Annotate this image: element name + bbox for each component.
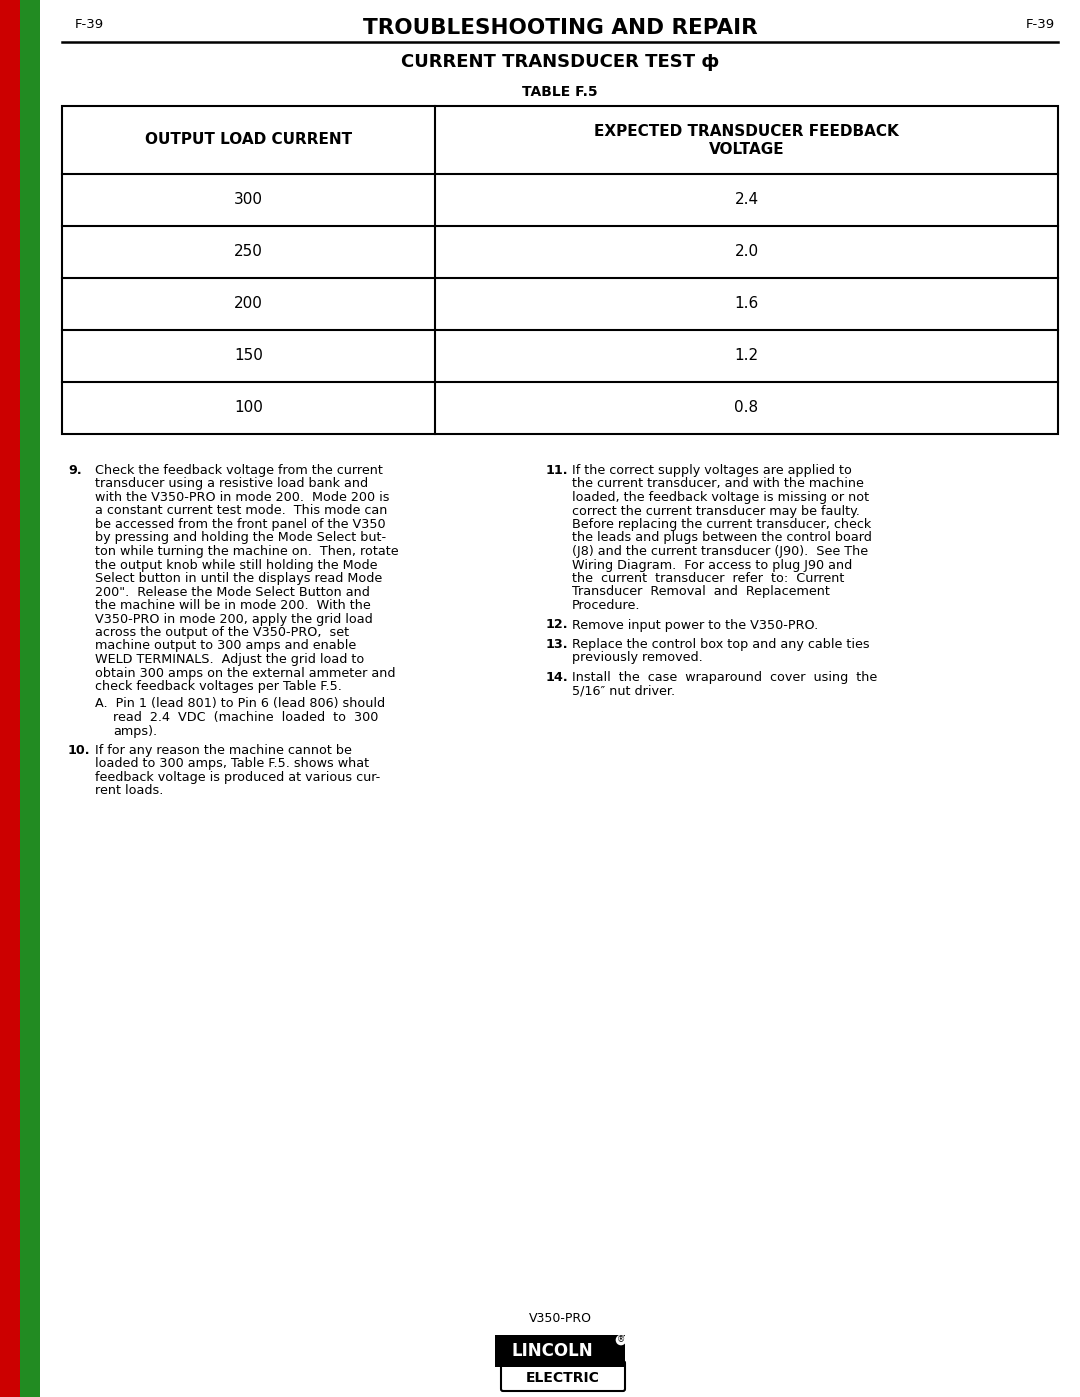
Text: ®: ® bbox=[617, 1336, 625, 1344]
Text: amps).: amps). bbox=[113, 725, 157, 738]
Text: the current transducer, and with the machine: the current transducer, and with the mac… bbox=[572, 478, 864, 490]
Text: Before replacing the current transducer, check: Before replacing the current transducer,… bbox=[572, 518, 872, 531]
Text: WELD TERMINALS.  Adjust the grid load to: WELD TERMINALS. Adjust the grid load to bbox=[95, 652, 364, 666]
Text: obtain 300 amps on the external ammeter and: obtain 300 amps on the external ammeter … bbox=[95, 666, 395, 679]
Text: 300: 300 bbox=[234, 193, 264, 208]
Bar bbox=[62, 106, 1058, 434]
Text: VOLTAGE: VOLTAGE bbox=[708, 141, 784, 156]
Text: 9.: 9. bbox=[68, 464, 82, 476]
Bar bbox=[495, 1336, 625, 1368]
Text: previously removed.: previously removed. bbox=[572, 651, 703, 665]
Text: 5/16″ nut driver.: 5/16″ nut driver. bbox=[572, 685, 675, 697]
Text: 0.8: 0.8 bbox=[734, 401, 758, 415]
Text: Install  the  case  wraparound  cover  using  the: Install the case wraparound cover using … bbox=[572, 671, 877, 685]
Text: 13.: 13. bbox=[546, 638, 568, 651]
Text: loaded, the feedback voltage is missing or not: loaded, the feedback voltage is missing … bbox=[572, 490, 869, 504]
Text: Return to Section TOC: Return to Section TOC bbox=[5, 820, 14, 921]
Text: feedback voltage is produced at various cur-: feedback voltage is produced at various … bbox=[95, 771, 380, 784]
Text: machine output to 300 amps and enable: machine output to 300 amps and enable bbox=[95, 640, 356, 652]
Text: 1.2: 1.2 bbox=[734, 348, 758, 363]
Text: be accessed from the front panel of the V350: be accessed from the front panel of the … bbox=[95, 518, 386, 531]
Text: TABLE F.5: TABLE F.5 bbox=[523, 85, 598, 99]
Text: 1.6: 1.6 bbox=[734, 296, 758, 312]
Text: OUTPUT LOAD CURRENT: OUTPUT LOAD CURRENT bbox=[145, 133, 352, 148]
Text: a constant current test mode.  This mode can: a constant current test mode. This mode … bbox=[95, 504, 388, 517]
Text: Check the feedback voltage from the current: Check the feedback voltage from the curr… bbox=[95, 464, 383, 476]
Text: the machine will be in mode 200.  With the: the machine will be in mode 200. With th… bbox=[95, 599, 370, 612]
Text: 12.: 12. bbox=[546, 619, 568, 631]
Text: Return to Master TOC: Return to Master TOC bbox=[26, 81, 35, 179]
Text: rent loads.: rent loads. bbox=[95, 785, 163, 798]
Text: Replace the control box top and any cable ties: Replace the control box top and any cabl… bbox=[572, 638, 869, 651]
Text: 2.0: 2.0 bbox=[734, 244, 758, 260]
Text: TROUBLESHOOTING AND REPAIR: TROUBLESHOOTING AND REPAIR bbox=[363, 18, 757, 38]
FancyBboxPatch shape bbox=[501, 1361, 625, 1391]
Text: ton while turning the machine on.  Then, rotate: ton while turning the machine on. Then, … bbox=[95, 545, 399, 557]
Text: V350-PRO: V350-PRO bbox=[528, 1312, 592, 1324]
Text: the leads and plugs between the control board: the leads and plugs between the control … bbox=[572, 531, 872, 545]
Text: F-39: F-39 bbox=[75, 18, 104, 32]
Text: 11.: 11. bbox=[546, 464, 568, 476]
Text: the output knob while still holding the Mode: the output knob while still holding the … bbox=[95, 559, 378, 571]
Text: Return to Section TOC: Return to Section TOC bbox=[5, 149, 14, 250]
Text: Transducer  Removal  and  Replacement: Transducer Removal and Replacement bbox=[572, 585, 829, 598]
Text: by pressing and holding the Mode Select but-: by pressing and holding the Mode Select … bbox=[95, 531, 387, 545]
Bar bbox=[0, 0, 21, 1397]
Text: ELECTRIC: ELECTRIC bbox=[526, 1370, 599, 1384]
Text: Return to Section TOC: Return to Section TOC bbox=[5, 539, 14, 640]
Text: CURRENT TRANSDUCER TEST ф: CURRENT TRANSDUCER TEST ф bbox=[401, 53, 719, 71]
Text: 10.: 10. bbox=[68, 745, 91, 757]
Text: Procedure.: Procedure. bbox=[572, 599, 640, 612]
Text: If the correct supply voltages are applied to: If the correct supply voltages are appli… bbox=[572, 464, 852, 476]
Text: Return to Master TOC: Return to Master TOC bbox=[26, 471, 35, 569]
Text: 200: 200 bbox=[234, 296, 262, 312]
Text: EXPECTED TRANSDUCER FEEDBACK: EXPECTED TRANSDUCER FEEDBACK bbox=[594, 123, 899, 138]
Text: the  current  transducer  refer  to:  Current: the current transducer refer to: Current bbox=[572, 571, 845, 585]
Text: loaded to 300 amps, Table F.5. shows what: loaded to 300 amps, Table F.5. shows wha… bbox=[95, 757, 369, 771]
Text: check feedback voltages per Table F.5.: check feedback voltages per Table F.5. bbox=[95, 680, 342, 693]
Text: 2.4: 2.4 bbox=[734, 193, 758, 208]
Text: 14.: 14. bbox=[546, 671, 569, 685]
Text: A.  Pin 1 (lead 801) to Pin 6 (lead 806) should: A. Pin 1 (lead 801) to Pin 6 (lead 806) … bbox=[95, 697, 386, 711]
Text: If for any reason the machine cannot be: If for any reason the machine cannot be bbox=[95, 745, 352, 757]
Text: (J8) and the current transducer (J90).  See The: (J8) and the current transducer (J90). S… bbox=[572, 545, 868, 557]
Text: V350‑PRO in mode 200, apply the grid load: V350‑PRO in mode 200, apply the grid loa… bbox=[95, 612, 373, 626]
Text: Return to Section TOC: Return to Section TOC bbox=[5, 1169, 14, 1270]
Text: Return to Master TOC: Return to Master TOC bbox=[26, 752, 35, 849]
Text: read  2.4  VDC  (machine  loaded  to  300: read 2.4 VDC (machine loaded to 300 bbox=[113, 711, 378, 724]
Text: 250: 250 bbox=[234, 244, 262, 260]
Text: 100: 100 bbox=[234, 401, 262, 415]
Bar bbox=[21, 0, 40, 1397]
Text: across the output of the V350‑PRO,  set: across the output of the V350‑PRO, set bbox=[95, 626, 349, 638]
Text: 150: 150 bbox=[234, 348, 262, 363]
Text: F-39: F-39 bbox=[1026, 18, 1055, 32]
Text: Wiring Diagram.  For access to plug J90 and: Wiring Diagram. For access to plug J90 a… bbox=[572, 559, 852, 571]
Text: Remove input power to the V350‑PRO.: Remove input power to the V350‑PRO. bbox=[572, 619, 819, 631]
Text: with the V350‑PRO in mode 200.  Mode 200 is: with the V350‑PRO in mode 200. Mode 200 … bbox=[95, 490, 390, 504]
Text: LINCOLN: LINCOLN bbox=[511, 1343, 593, 1361]
Text: transducer using a resistive load bank and: transducer using a resistive load bank a… bbox=[95, 478, 368, 490]
Text: Return to Master TOC: Return to Master TOC bbox=[26, 1101, 35, 1199]
Text: 200".  Release the Mode Select Button and: 200". Release the Mode Select Button and bbox=[95, 585, 369, 598]
Text: correct the current transducer may be faulty.: correct the current transducer may be fa… bbox=[572, 504, 860, 517]
Text: Select button in until the displays read Mode: Select button in until the displays read… bbox=[95, 571, 382, 585]
